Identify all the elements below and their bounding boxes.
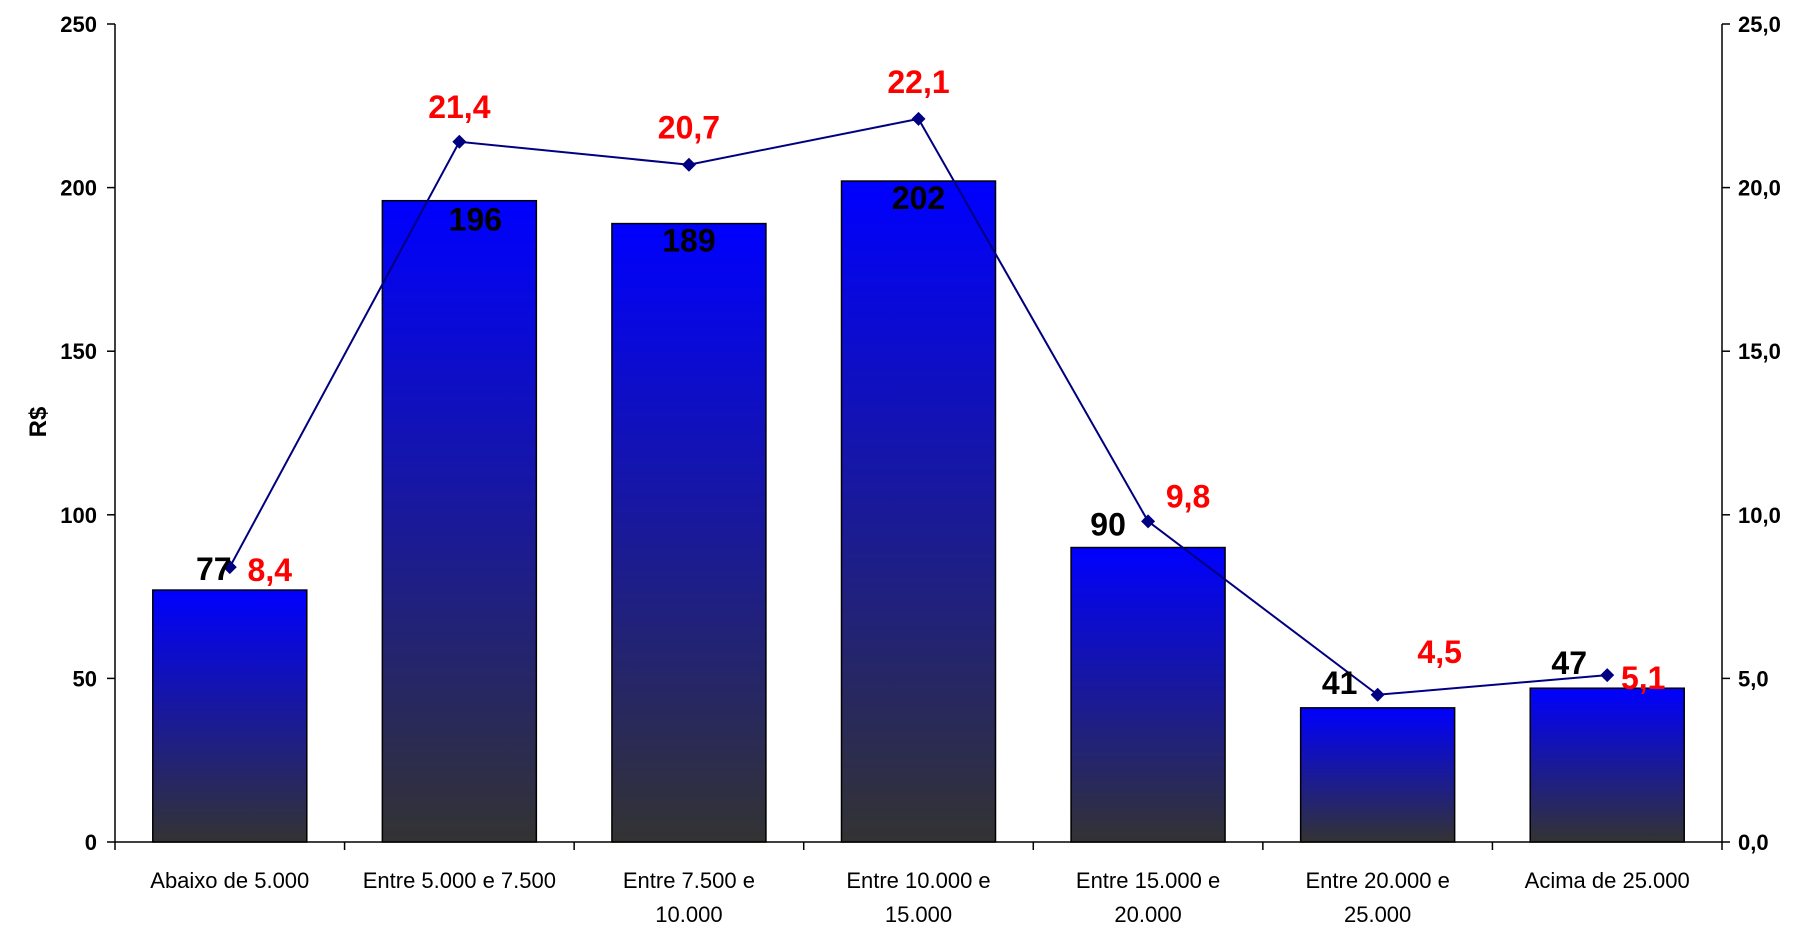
bar <box>611 222 767 843</box>
bar <box>1529 687 1685 843</box>
y-tick-label-left: 50 <box>73 666 97 691</box>
bar-value-label: 196 <box>449 202 502 238</box>
x-tick-label: Abaixo de 5.000 <box>150 868 309 893</box>
x-tick-label: Entre 15.000 e 20.000 <box>1076 868 1220 927</box>
line-point <box>452 134 467 149</box>
y-axis-title: R$ <box>25 406 52 437</box>
y-tick-label-left: 100 <box>60 503 97 528</box>
y-tick-label-right: 5,0 <box>1738 666 1769 691</box>
bar-value-label: 90 <box>1090 507 1126 543</box>
x-tick-label: Acima de 25.000 <box>1525 868 1690 893</box>
x-tick-label: Entre 5.000 e 7.500 <box>363 868 556 893</box>
bar-value-label: 189 <box>662 223 715 259</box>
bar-value-label: 47 <box>1551 645 1587 681</box>
line-value-label: 20,7 <box>658 110 720 146</box>
line-value-label: 21,4 <box>428 89 490 125</box>
line-value-label: 4,5 <box>1417 634 1461 670</box>
line-point <box>1370 687 1385 702</box>
line-value-label: 22,1 <box>887 64 949 100</box>
line-point <box>681 157 696 172</box>
y-tick-label-left: 150 <box>60 339 97 364</box>
line-value-label: 5,1 <box>1621 660 1665 696</box>
line-point <box>222 560 237 575</box>
line-value-label: 8,4 <box>248 552 293 588</box>
bar <box>152 589 308 843</box>
line-value-label: 9,8 <box>1166 478 1210 514</box>
line-point <box>911 111 926 126</box>
line-point <box>1600 668 1615 683</box>
y-tick-label-right: 10,0 <box>1738 503 1781 528</box>
data-labels: 77 196 189 202 90 41 47 8,4 21,4 20,7 22,1 9,8 4,5 5,… <box>196 64 1665 701</box>
bar-value-label: 41 <box>1322 665 1358 701</box>
y-tick-label-left: 250 <box>60 12 97 37</box>
y-tick-label-right: 15,0 <box>1738 339 1781 364</box>
axes: 0 50 100 150 200 250 0,0 5,0 10,0 15,0 20,0 25,0 Aba… <box>60 12 1781 927</box>
x-tick-label: Entre 20.000 e 25.000 <box>1305 868 1449 927</box>
line-point <box>1141 514 1156 529</box>
bar <box>1070 546 1226 843</box>
bar <box>1299 707 1456 843</box>
bar-value-label: 77 <box>196 551 232 587</box>
x-tick-label: Entre 7.500 e 10.000 <box>623 868 755 927</box>
line-series <box>222 111 1615 702</box>
y-tick-label-right: 0,0 <box>1738 830 1769 855</box>
y-tick-label-left: 200 <box>60 176 97 201</box>
x-tick-label: Entre 10.000 e 15.000 <box>846 868 990 927</box>
bars <box>152 180 1685 843</box>
bar <box>381 199 538 843</box>
y-tick-label-right: 25,0 <box>1738 12 1781 37</box>
bar <box>840 180 997 843</box>
y-tick-label-right: 20,0 <box>1738 176 1781 201</box>
y-tick-label-left: 0 <box>85 830 97 855</box>
bar-value-label: 202 <box>892 180 945 216</box>
